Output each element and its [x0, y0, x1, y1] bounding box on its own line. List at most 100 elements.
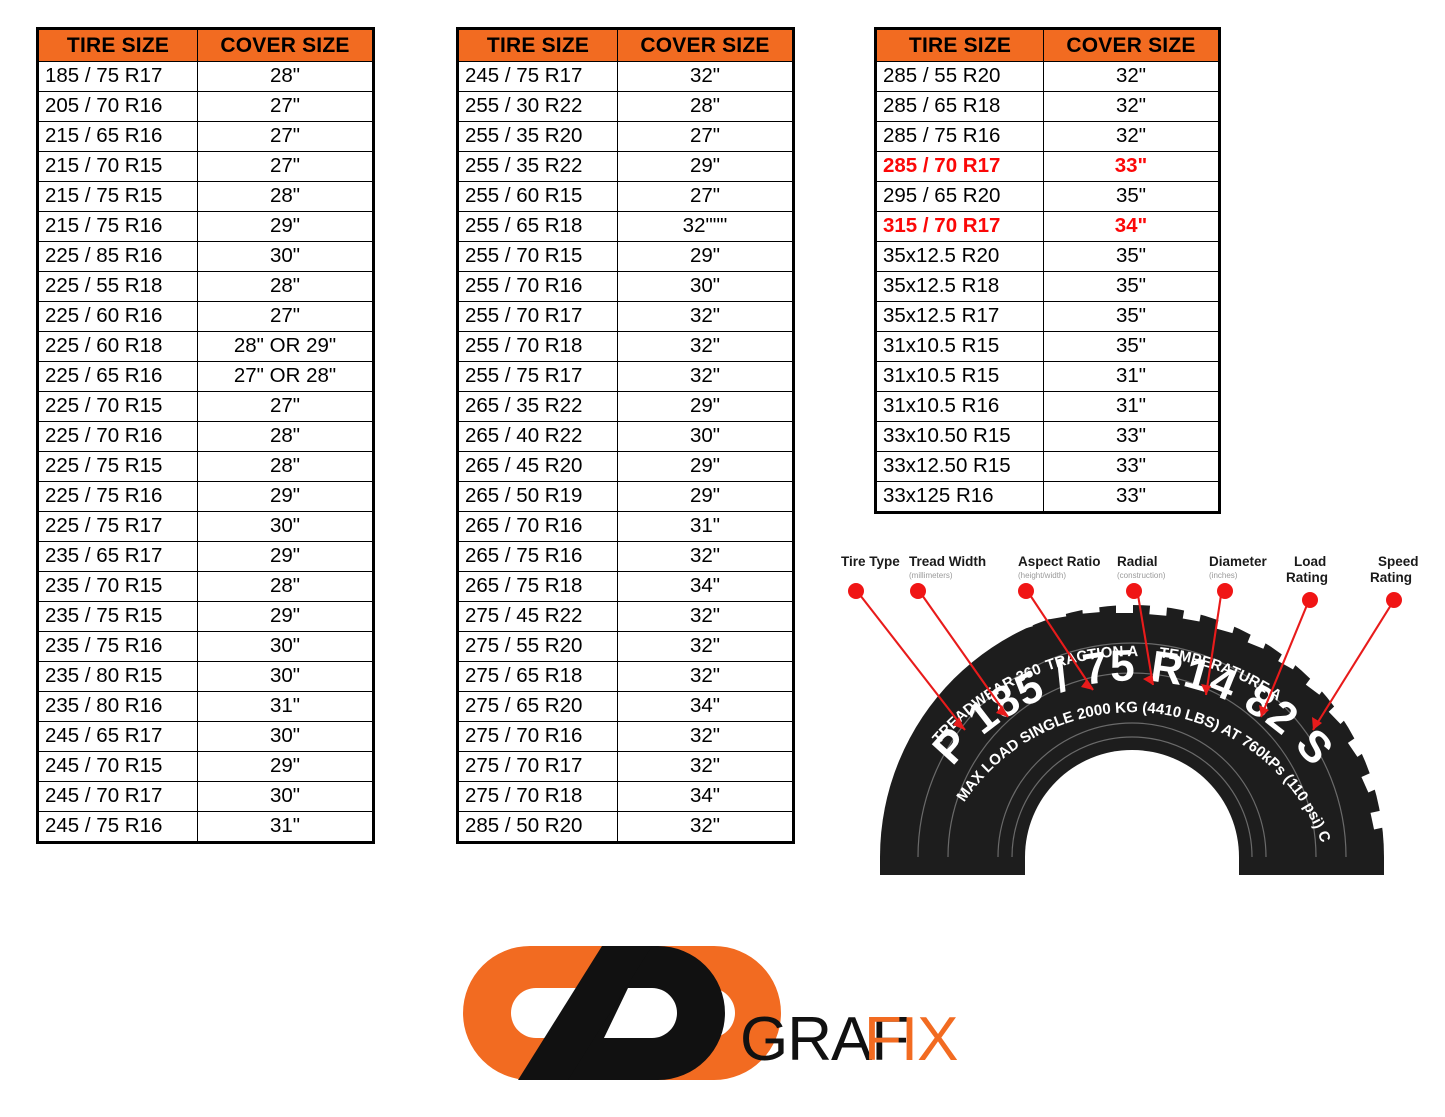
tire-size-table-3: TIRE SIZE COVER SIZE 285 / 55 R20 32" 285 … [874, 27, 1221, 514]
cell-cover-size: 33" [1043, 151, 1220, 182]
cell-cover-size: 29" [617, 391, 794, 422]
cell-cover-size: 34" [617, 571, 794, 602]
table-row: 275 / 70 R16 32" [457, 721, 794, 752]
cell-cover-size: 32" [617, 631, 794, 662]
cell-tire-size: 275 / 70 R17 [457, 751, 618, 782]
cell-cover-size: 29" [617, 241, 794, 272]
cell-tire-size: 315 / 70 R17 [875, 211, 1044, 242]
column-header-cover-size: COVER SIZE [617, 28, 794, 62]
cell-cover-size: 28" [197, 451, 374, 482]
tire-body-shape [859, 605, 1390, 875]
callout-speed-rating-title: Speed [1378, 554, 1419, 569]
cell-cover-size: 35" [1043, 241, 1220, 272]
cell-cover-size: 30" [197, 241, 374, 272]
leader-dot-load-rating [1302, 592, 1318, 608]
table-row: 225 / 75 R16 29" [37, 481, 374, 512]
cell-cover-size: 27" OR 28" [197, 361, 374, 392]
table-row: 31x10.5 R15 31" [875, 361, 1220, 392]
callout-load-rating: Load Rating [1259, 554, 1328, 718]
callout-radial-title: Radial [1117, 554, 1158, 569]
callout-radial-sub: (construction) [1117, 571, 1166, 580]
leader-arrow-diameter [1201, 684, 1211, 695]
leader-dot-tread-width [910, 583, 926, 599]
callout-diameter: Diameter (inches) [1201, 554, 1268, 696]
cell-cover-size: 27" [197, 391, 374, 422]
callout-tire-type: Tire Type [841, 554, 966, 731]
table-row: 285 / 70 R17 33" [875, 151, 1220, 182]
table-row: 205 / 70 R16 27" [37, 91, 374, 122]
cell-tire-size: 255 / 70 R15 [457, 241, 618, 272]
leader-line-aspect-ratio [1029, 594, 1094, 691]
cell-tire-size: 235 / 80 R16 [37, 691, 198, 722]
cell-cover-size: 27" [197, 301, 374, 332]
table-row: 265 / 50 R19 29" [457, 481, 794, 512]
cell-cover-size: 32" [617, 661, 794, 692]
leader-line-tire-type [859, 594, 966, 731]
cell-tire-size: 285 / 75 R16 [875, 121, 1044, 152]
cell-tire-size: 285 / 55 R20 [875, 61, 1044, 92]
cell-tire-size: 265 / 50 R19 [457, 481, 618, 512]
cell-tire-size: 265 / 75 R18 [457, 571, 618, 602]
table-row: 33x125 R16 33" [875, 481, 1220, 513]
leader-line-tread-width [921, 594, 1009, 718]
cell-tire-size: 245 / 75 R16 [37, 811, 198, 843]
cell-tire-size: 185 / 75 R17 [37, 61, 198, 92]
table-body: 285 / 55 R20 32" 285 / 65 R18 32" 285 / 75 R… [875, 61, 1220, 513]
table-row: 275 / 70 R17 32" [457, 751, 794, 782]
tire-size-table-1: TIRE SIZE COVER SIZE 185 / 75 R17 28" 205 … [36, 27, 375, 844]
cell-tire-size: 35x12.5 R17 [875, 301, 1044, 332]
table-row: 235 / 65 R17 29" [37, 541, 374, 572]
callout-radial: Radial (construction) [1117, 554, 1166, 686]
cell-tire-size: 275 / 65 R20 [457, 691, 618, 722]
table-row: 225 / 75 R15 28" [37, 451, 374, 482]
cell-cover-size: 34" [617, 691, 794, 722]
table-row: 275 / 55 R20 32" [457, 631, 794, 662]
cell-tire-size: 285 / 65 R18 [875, 91, 1044, 122]
table-row: 275 / 65 R20 34" [457, 691, 794, 722]
leader-dot-tire-type [848, 583, 864, 599]
table-row: 235 / 80 R15 30" [37, 661, 374, 692]
table-row: 215 / 65 R16 27" [37, 121, 374, 152]
cell-cover-size: 31" [617, 511, 794, 542]
table-header-row: TIRE SIZE COVER SIZE [457, 28, 794, 62]
cell-tire-size: 235 / 80 R15 [37, 661, 198, 692]
callout-speed-rating-sub: Rating [1370, 570, 1412, 585]
table-header-row: TIRE SIZE COVER SIZE [875, 28, 1220, 62]
cell-cover-size: 32" [617, 601, 794, 632]
cell-tire-size: 275 / 70 R16 [457, 721, 618, 752]
cell-cover-size: 34" [1043, 211, 1220, 242]
table-row: 225 / 60 R18 28" OR 29" [37, 331, 374, 362]
leader-dot-aspect-ratio [1018, 583, 1034, 599]
table-row: 295 / 65 R20 35" [875, 181, 1220, 212]
table-row: 285 / 55 R20 32" [875, 61, 1220, 92]
callout-aspect-ratio-sub: (height/width) [1018, 571, 1066, 580]
cell-cover-size: 32""" [617, 211, 794, 242]
tire-sidewall-diagram: TREADWEAR 360 TRACTION A TEMPERATURE A P… [820, 545, 1445, 875]
table-row: 245 / 70 R15 29" [37, 751, 374, 782]
cell-tire-size: 245 / 65 R17 [37, 721, 198, 752]
cell-cover-size: 33" [1043, 451, 1220, 482]
table-row: 315 / 70 R17 34" [875, 211, 1220, 242]
cell-tire-size: 225 / 60 R16 [37, 301, 198, 332]
cell-tire-size: 33x12.50 R15 [875, 451, 1044, 482]
table-row: 265 / 35 R22 29" [457, 391, 794, 422]
table-row: 255 / 75 R17 32" [457, 361, 794, 392]
cell-tire-size: 31x10.5 R16 [875, 391, 1044, 422]
cell-tire-size: 235 / 70 R15 [37, 571, 198, 602]
cell-tire-size: 225 / 75 R17 [37, 511, 198, 542]
cell-cover-size: 27" [617, 121, 794, 152]
cell-tire-size: 225 / 55 R18 [37, 271, 198, 302]
table-row: 215 / 75 R16 29" [37, 211, 374, 242]
leader-dot-radial [1126, 583, 1142, 599]
cell-cover-size: 27" [197, 91, 374, 122]
cell-cover-size: 32" [617, 361, 794, 392]
table-row: 33x10.50 R15 33" [875, 421, 1220, 452]
table-row: 35x12.5 R17 35" [875, 301, 1220, 332]
cell-cover-size: 27" [617, 181, 794, 212]
leader-arrow-speed-rating [1312, 717, 1322, 730]
cell-cover-size: 30" [617, 271, 794, 302]
table-row: 245 / 65 R17 30" [37, 721, 374, 752]
table-row: 235 / 80 R16 31" [37, 691, 374, 722]
cell-tire-size: 225 / 70 R15 [37, 391, 198, 422]
leader-line-radial [1136, 594, 1155, 686]
